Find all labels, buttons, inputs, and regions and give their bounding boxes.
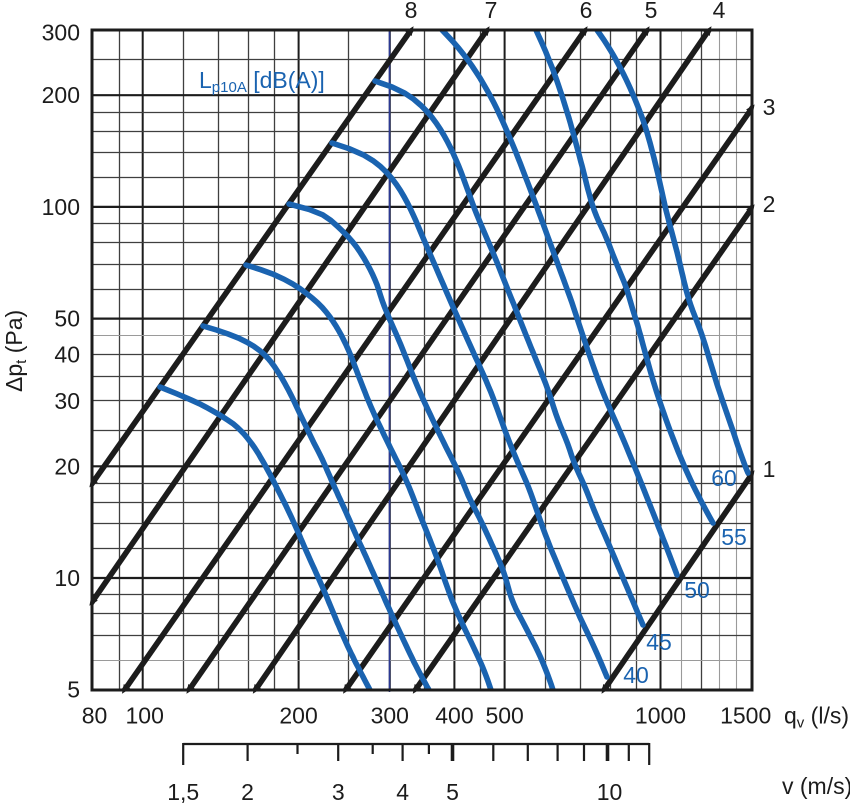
svg-text:5: 5 — [645, 0, 658, 23]
svg-text:50: 50 — [684, 577, 710, 603]
svg-text:40: 40 — [623, 662, 649, 688]
svg-text:100: 100 — [126, 703, 164, 729]
svg-text:300: 300 — [42, 20, 80, 46]
svg-text:30: 30 — [54, 388, 80, 414]
svg-text:3: 3 — [332, 779, 345, 805]
svg-text:2: 2 — [241, 779, 254, 805]
svg-text:Δpt (Pa): Δpt (Pa) — [1, 310, 30, 392]
svg-text:500: 500 — [485, 703, 523, 729]
svg-text:400: 400 — [435, 703, 473, 729]
svg-text:60: 60 — [711, 465, 737, 491]
svg-text:v (m/s): v (m/s) — [782, 773, 850, 799]
svg-text:55: 55 — [721, 524, 747, 550]
svg-text:4: 4 — [713, 0, 726, 23]
svg-text:5: 5 — [446, 779, 459, 805]
svg-text:1: 1 — [763, 456, 776, 482]
svg-text:80: 80 — [82, 703, 108, 729]
svg-text:50: 50 — [54, 306, 80, 332]
svg-text:10: 10 — [597, 779, 623, 805]
svg-text:qv (l/s): qv (l/s) — [784, 703, 849, 732]
svg-text:45: 45 — [646, 629, 672, 655]
svg-text:200: 200 — [279, 703, 317, 729]
svg-text:10: 10 — [54, 565, 80, 591]
svg-text:1,5: 1,5 — [167, 779, 199, 805]
svg-text:1000: 1000 — [635, 703, 686, 729]
svg-text:1500: 1500 — [720, 703, 771, 729]
svg-text:7: 7 — [485, 0, 498, 23]
svg-text:20: 20 — [54, 453, 80, 479]
svg-text:100: 100 — [42, 194, 80, 220]
svg-text:300: 300 — [371, 703, 409, 729]
svg-text:8: 8 — [405, 0, 418, 23]
svg-text:3: 3 — [763, 94, 776, 120]
svg-text:40: 40 — [54, 342, 80, 368]
svg-text:200: 200 — [42, 82, 80, 108]
svg-text:4: 4 — [396, 779, 409, 805]
svg-text:5: 5 — [67, 677, 80, 703]
svg-text:6: 6 — [580, 0, 593, 23]
svg-text:2: 2 — [763, 191, 776, 217]
